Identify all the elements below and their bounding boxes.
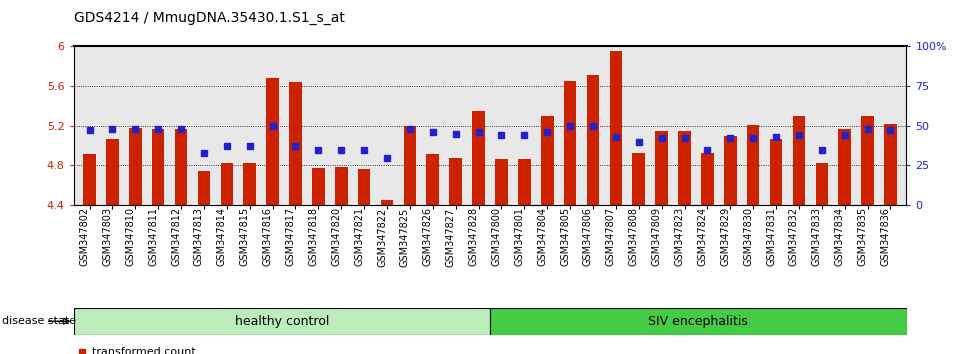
Bar bbox=[83, 154, 96, 205]
Text: GSM347800: GSM347800 bbox=[491, 207, 502, 266]
Bar bbox=[380, 200, 393, 205]
Bar bbox=[152, 129, 165, 205]
Text: transformed count: transformed count bbox=[92, 347, 196, 354]
Text: GSM347827: GSM347827 bbox=[446, 207, 456, 267]
Text: GSM347809: GSM347809 bbox=[652, 207, 662, 266]
Bar bbox=[490, 308, 906, 335]
Bar bbox=[839, 129, 851, 205]
Text: GDS4214 / MmugDNA.35430.1.S1_s_at: GDS4214 / MmugDNA.35430.1.S1_s_at bbox=[74, 11, 344, 25]
Bar bbox=[861, 116, 874, 205]
Bar bbox=[106, 139, 119, 205]
Text: GSM347808: GSM347808 bbox=[629, 207, 639, 266]
Text: GSM347803: GSM347803 bbox=[102, 207, 113, 266]
Text: GSM347825: GSM347825 bbox=[400, 207, 410, 267]
Text: GSM347801: GSM347801 bbox=[514, 207, 524, 266]
Bar bbox=[174, 129, 187, 205]
Bar bbox=[884, 124, 897, 205]
Bar bbox=[335, 167, 348, 205]
Bar bbox=[495, 159, 508, 205]
Bar bbox=[632, 153, 645, 205]
Text: GSM347804: GSM347804 bbox=[537, 207, 547, 266]
Text: GSM347834: GSM347834 bbox=[835, 207, 845, 266]
Bar bbox=[220, 162, 233, 205]
Text: SIV encephalitis: SIV encephalitis bbox=[649, 315, 748, 328]
Text: GSM347828: GSM347828 bbox=[468, 207, 478, 267]
Text: GSM347824: GSM347824 bbox=[698, 207, 708, 267]
Text: GSM347818: GSM347818 bbox=[309, 207, 318, 266]
Bar bbox=[267, 78, 279, 205]
Bar bbox=[815, 162, 828, 205]
Text: GSM347817: GSM347817 bbox=[285, 207, 296, 267]
Text: GSM347814: GSM347814 bbox=[217, 207, 226, 266]
Bar bbox=[678, 131, 691, 205]
Text: disease state: disease state bbox=[2, 316, 76, 326]
Text: GSM347821: GSM347821 bbox=[354, 207, 365, 267]
Text: GSM347820: GSM347820 bbox=[331, 207, 341, 267]
Bar bbox=[541, 116, 554, 205]
Bar bbox=[129, 128, 141, 205]
Bar bbox=[769, 139, 782, 205]
Text: GSM347811: GSM347811 bbox=[148, 207, 158, 266]
Text: GSM347836: GSM347836 bbox=[880, 207, 891, 266]
Bar bbox=[450, 158, 462, 205]
Bar bbox=[587, 75, 600, 205]
Bar bbox=[358, 170, 370, 205]
Bar bbox=[656, 131, 668, 205]
Bar bbox=[426, 154, 439, 205]
Bar bbox=[610, 51, 622, 205]
Text: GSM347806: GSM347806 bbox=[583, 207, 593, 266]
Bar bbox=[243, 162, 256, 205]
Text: GSM347829: GSM347829 bbox=[720, 207, 730, 267]
Text: GSM347833: GSM347833 bbox=[811, 207, 822, 266]
Bar bbox=[701, 153, 713, 205]
Bar bbox=[472, 111, 485, 205]
Bar bbox=[747, 125, 760, 205]
Text: GSM347832: GSM347832 bbox=[789, 207, 799, 267]
Bar bbox=[793, 116, 806, 205]
Bar bbox=[74, 308, 490, 335]
Bar bbox=[312, 169, 324, 205]
Text: GSM347831: GSM347831 bbox=[766, 207, 776, 266]
Text: GSM347835: GSM347835 bbox=[858, 207, 867, 267]
Text: GSM347813: GSM347813 bbox=[194, 207, 204, 266]
Bar bbox=[724, 136, 737, 205]
Text: GSM347830: GSM347830 bbox=[743, 207, 754, 266]
Text: GSM347802: GSM347802 bbox=[79, 207, 89, 267]
Text: healthy control: healthy control bbox=[234, 315, 329, 328]
Bar bbox=[564, 81, 576, 205]
Bar bbox=[518, 159, 530, 205]
Text: GSM347805: GSM347805 bbox=[561, 207, 570, 267]
Text: GSM347812: GSM347812 bbox=[172, 207, 181, 267]
Bar bbox=[289, 82, 302, 205]
Text: GSM347816: GSM347816 bbox=[263, 207, 272, 266]
Text: GSM347823: GSM347823 bbox=[674, 207, 684, 267]
Text: GSM347807: GSM347807 bbox=[606, 207, 615, 267]
Bar bbox=[404, 126, 416, 205]
Text: GSM347822: GSM347822 bbox=[377, 207, 387, 267]
Text: GSM347810: GSM347810 bbox=[125, 207, 135, 266]
Text: GSM347826: GSM347826 bbox=[422, 207, 433, 267]
Text: GSM347815: GSM347815 bbox=[240, 207, 250, 267]
Bar bbox=[198, 171, 211, 205]
